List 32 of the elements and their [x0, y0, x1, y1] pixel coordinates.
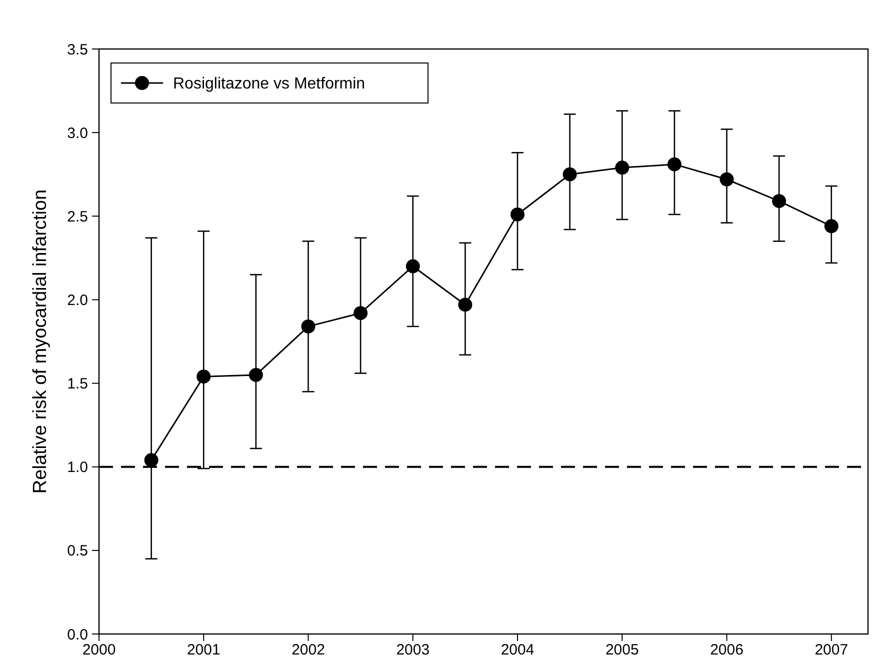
point [354, 306, 368, 320]
point [301, 319, 316, 334]
x-tick-label: 2000 [82, 641, 116, 658]
legend-label: Rosiglitazone vs Metformin [173, 76, 366, 93]
x-tick-label: 2007 [814, 641, 848, 658]
point [144, 453, 158, 468]
y-tick-label: 3.5 [67, 41, 88, 58]
point [824, 219, 838, 234]
y-axis-title: Relative risk of myocardial infarction [30, 189, 51, 494]
point [562, 167, 577, 182]
point [458, 298, 472, 312]
x-tick-label: 2005 [605, 641, 639, 658]
y-tick-label: 1.0 [67, 459, 88, 476]
point [248, 368, 263, 382]
x-tick-label: 2003 [396, 641, 430, 658]
x-tick-label: 2004 [500, 641, 534, 658]
point [406, 259, 420, 274]
point [667, 157, 682, 172]
y-tick-label: 0.0 [67, 626, 88, 644]
y-tick-label: 1.5 [67, 376, 88, 393]
y-tick-label: 2.5 [67, 208, 88, 226]
point [615, 160, 630, 175]
point [772, 194, 786, 208]
y-tick-label: 0.5 [67, 542, 88, 560]
point [510, 207, 525, 222]
x-tick-label: 2001 [186, 641, 220, 658]
y-tick-label: 2.0 [67, 292, 88, 309]
x-tick-label: 2006 [710, 641, 744, 658]
point [720, 172, 734, 186]
x-tick-label: 2002 [292, 641, 325, 658]
y-tick-label: 3.0 [67, 124, 88, 142]
point [196, 370, 211, 384]
